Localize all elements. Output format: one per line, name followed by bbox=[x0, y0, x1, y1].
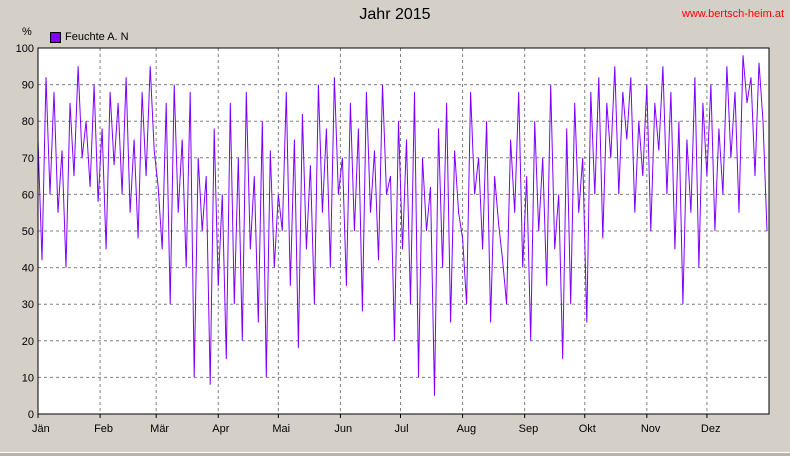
y-tick-label: 70 bbox=[22, 153, 34, 165]
x-tick-label: Dez bbox=[701, 423, 721, 435]
y-tick-label: 80 bbox=[22, 116, 34, 128]
y-tick-label: 50 bbox=[22, 226, 34, 238]
x-tick-label: Okt bbox=[579, 423, 596, 435]
x-tick-label: Sep bbox=[519, 423, 539, 435]
legend-label: Feuchte A. N bbox=[65, 31, 129, 43]
y-tick-label: 40 bbox=[22, 263, 34, 275]
y-tick-label: 10 bbox=[22, 372, 34, 384]
x-tick-label: Jun bbox=[334, 423, 352, 435]
y-axis-label: % bbox=[22, 26, 32, 38]
y-axis-ticks: 0 10 20 30 40 50 60 70 80 90 100 bbox=[16, 43, 34, 421]
x-tick-label: Jän bbox=[32, 423, 50, 435]
x-tick-label: Aug bbox=[457, 423, 477, 435]
y-tick-label: 100 bbox=[16, 43, 34, 55]
status-bar bbox=[0, 452, 790, 456]
legend: Feuchte A. N bbox=[50, 31, 129, 43]
y-tick-label: 90 bbox=[22, 80, 34, 92]
x-tick-label: Mai bbox=[272, 423, 290, 435]
plot-frame bbox=[37, 47, 770, 415]
series-line-feuchte bbox=[37, 55, 768, 396]
x-tick-label: Mär bbox=[150, 423, 169, 435]
x-tick-label: Apr bbox=[212, 423, 229, 435]
y-tick-label: 30 bbox=[22, 299, 34, 311]
legend-swatch bbox=[50, 31, 61, 43]
source-link[interactable]: www.bertsch-heim.at bbox=[681, 8, 784, 20]
x-tick-label: Jul bbox=[394, 423, 408, 435]
y-tick-label: 60 bbox=[22, 189, 34, 201]
x-tick-label: Feb bbox=[94, 423, 113, 435]
chart-title: Jahr 2015 bbox=[359, 6, 431, 23]
x-tick-label: Nov bbox=[641, 423, 661, 435]
grid-lines bbox=[38, 48, 769, 414]
y-tick-label: 0 bbox=[28, 409, 34, 421]
y-tick-label: 20 bbox=[22, 336, 34, 348]
x-axis-ticks: Jän Feb Mär Apr Mai Jun Jul Aug Sep Okt Nov Dez bbox=[32, 414, 720, 435]
